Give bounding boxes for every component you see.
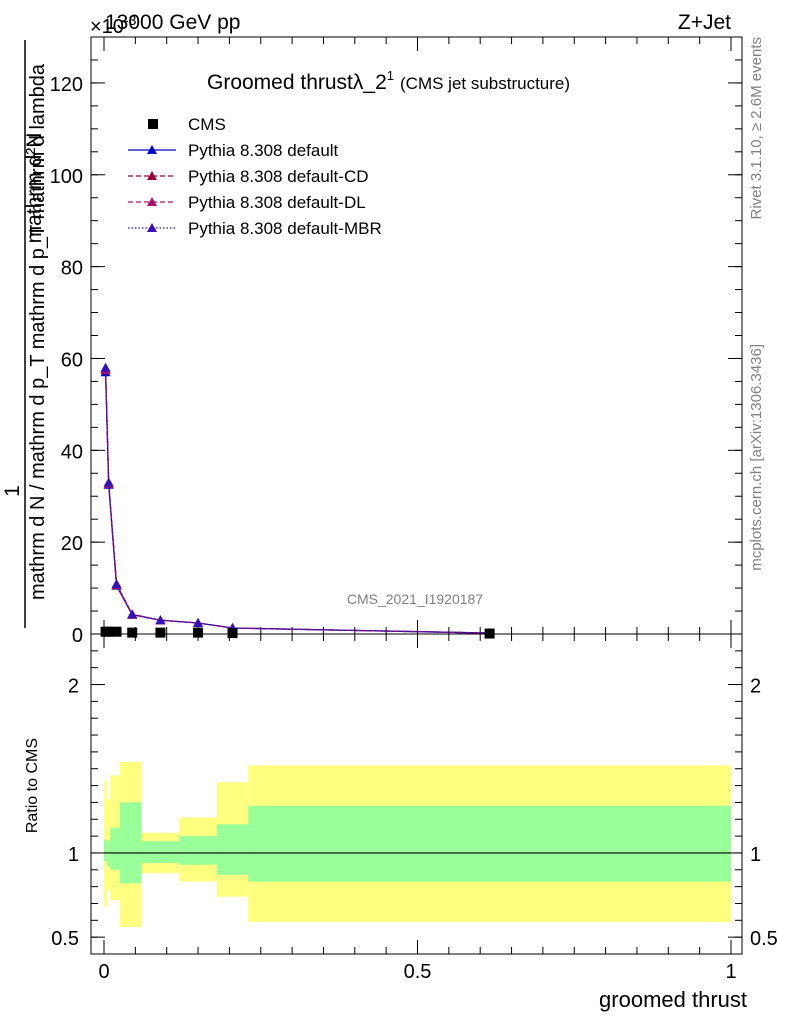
green-uncertainty-band — [104, 839, 108, 862]
rivet-label: Rivet 3.1.10, ≥ 2.6M events — [748, 37, 765, 220]
ratio-ylabel: Ratio to CMS — [24, 738, 41, 833]
main-data — [100, 362, 495, 639]
cms-point — [227, 628, 238, 639]
legend-entry: Pythia 8.308 default-DL — [128, 193, 366, 212]
legend-label: Pythia 8.308 default — [188, 141, 339, 160]
cms-point — [155, 627, 166, 638]
main-ytick-label: 0 — [72, 625, 83, 647]
ratio-ytick-label-right: 1 — [750, 844, 761, 866]
cms-point — [111, 626, 122, 637]
legend-entry: Pythia 8.308 default-MBR — [128, 219, 382, 238]
main-ytick-label: 60 — [61, 349, 83, 371]
mcplots-label: mcplots.cern.ch [arXiv:1306.3436] — [748, 344, 765, 571]
legend-entry: CMS — [148, 115, 226, 134]
y-axis-label-main: 1 mathrm d²N mathrm d N / mathrm d p_T m… — [1, 40, 49, 628]
green-uncertainty-band — [110, 827, 120, 870]
main-ytick-label: 80 — [61, 258, 83, 280]
legend-triangle-marker — [147, 145, 157, 154]
x-axis-label: groomed thrust — [599, 987, 747, 1012]
mc-point-3 — [193, 617, 204, 627]
legend-triangle-marker — [147, 223, 157, 232]
process-label: Z+Jet — [678, 11, 731, 34]
legend-label: Pythia 8.308 default-MBR — [188, 219, 382, 238]
ratio-ytick-label-right: 0.5 — [750, 928, 778, 950]
energy-label: 13000 GeV pp — [105, 11, 240, 34]
ratio-ytick-label: 2 — [68, 676, 79, 698]
mc-point-3 — [111, 578, 122, 588]
legend-triangle-marker — [147, 171, 157, 180]
ratio-panel-frame — [90, 633, 743, 955]
ylabel-denominator: mathrm d N / mathrm d p_T mathrm d p_T m… — [27, 63, 49, 600]
mc-point-3 — [100, 362, 111, 372]
xtick-label: 0 — [98, 961, 109, 983]
cms-point — [103, 626, 114, 637]
ratio-ytick-label-right: 2 — [750, 676, 761, 698]
green-uncertainty-band — [141, 841, 180, 864]
green-uncertainty-band — [179, 836, 217, 865]
analysis-watermark: CMS_2021_I1920187 — [347, 591, 483, 607]
cms-point — [193, 627, 204, 638]
main-ytick-label: 20 — [61, 533, 83, 555]
legend-label: CMS — [188, 115, 226, 134]
cms-point — [127, 627, 138, 638]
mc-point-3 — [127, 609, 138, 619]
green-uncertainty-band — [107, 841, 111, 867]
mc-point-3 — [155, 615, 166, 625]
main-ytick-label: 100 — [50, 166, 83, 188]
green-uncertainty-band — [119, 802, 142, 884]
mc-point-3 — [103, 477, 114, 487]
legend-label: Pythia 8.308 default-DL — [188, 193, 366, 212]
legend-triangle-marker — [147, 197, 157, 206]
main-ytick-label: 120 — [50, 74, 83, 96]
ratio-ytick-label: 1 — [68, 844, 79, 866]
green-uncertainty-band — [248, 805, 731, 882]
green-uncertainty-band — [216, 824, 249, 875]
main-axes: 0 20 40 60 80 100 120 — [50, 36, 742, 647]
legend-entry: Pythia 8.308 default-CD — [128, 167, 369, 186]
ylabel-one: 1 — [1, 485, 24, 497]
xtick-label: 0.5 — [404, 961, 432, 983]
legend-square-marker — [148, 119, 158, 129]
exponent-label: ×10-3 — [90, 12, 137, 38]
legend-entry: Pythia 8.308 default — [128, 141, 339, 160]
main-ytick-label: 40 — [61, 441, 83, 463]
ratio-ytick-label: 0.5 — [51, 928, 79, 950]
legend-label: Pythia 8.308 default-CD — [188, 167, 369, 186]
chart-title: Groomed thrustλ_21 (CMS jet substructure) — [207, 68, 570, 94]
ratio-axes: 0.5 0.5 1 1 2 2 0 0.5 1 — [51, 634, 778, 983]
xtick-label: 1 — [725, 961, 736, 983]
ylabel-numerator: mathrm d²N — [23, 133, 46, 244]
ratio-bands — [104, 762, 731, 928]
legend: CMS Pythia 8.308 default Pythia 8.308 defa… — [128, 115, 382, 238]
